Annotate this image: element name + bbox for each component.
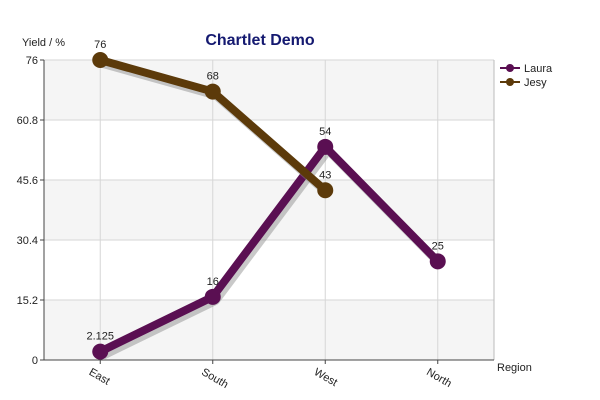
y-axis-title: Yield / % <box>22 37 65 49</box>
data-point-jesy <box>317 182 334 199</box>
data-label-laura: 2.125 <box>86 331 114 343</box>
data-point-jesy <box>92 52 109 68</box>
plot-background <box>44 60 494 360</box>
plot-band <box>44 300 494 360</box>
series-line-laura <box>96 142 442 356</box>
data-label-jesy: 68 <box>207 71 219 83</box>
y-tick-labels: 0 15.2 30.4 45.6 60.8 76 <box>17 55 44 367</box>
x-tick-label: East <box>87 366 112 387</box>
plot-band <box>44 180 494 240</box>
data-label-jesy: 43 <box>319 169 331 181</box>
legend-swatch-marker <box>506 78 514 86</box>
plot-band <box>44 60 494 120</box>
y-tick-label: 0 <box>32 355 38 367</box>
legend-label-jesy: Jesy <box>524 77 547 89</box>
y-tick-label: 15.2 <box>17 295 38 307</box>
data-point-laura <box>429 253 446 270</box>
legend-label-laura: Laura <box>524 63 553 75</box>
data-points <box>92 52 446 360</box>
chart-title: Chartlet Demo <box>205 32 315 49</box>
x-tick-labels: East South West North <box>87 360 454 391</box>
plot-band <box>44 240 494 300</box>
y-tick-label: 45.6 <box>17 175 38 187</box>
data-point-laura <box>92 343 109 360</box>
data-label-jesy: 76 <box>94 39 106 51</box>
y-tick-label: 76 <box>26 55 38 67</box>
y-tick-label: 60.8 <box>17 115 38 127</box>
y-tick-label: 30.4 <box>17 235 38 247</box>
data-point-laura <box>317 138 334 155</box>
data-labels: 2.125 16 54 25 76 68 43 <box>86 39 443 343</box>
data-label-laura: 25 <box>432 240 444 252</box>
data-point-jesy <box>204 83 221 100</box>
legend: Laura Jesy <box>500 63 553 89</box>
data-label-laura: 16 <box>207 276 219 288</box>
x-tick-label: North <box>424 366 453 390</box>
data-point-laura <box>204 288 221 305</box>
x-axis-title: Region <box>497 362 532 374</box>
x-tick-label: South <box>199 366 230 391</box>
x-tick-label: West <box>312 366 340 389</box>
plot-band <box>44 120 494 180</box>
legend-swatch-marker <box>506 64 514 72</box>
data-label-laura: 54 <box>319 126 331 138</box>
axes <box>43 60 494 361</box>
